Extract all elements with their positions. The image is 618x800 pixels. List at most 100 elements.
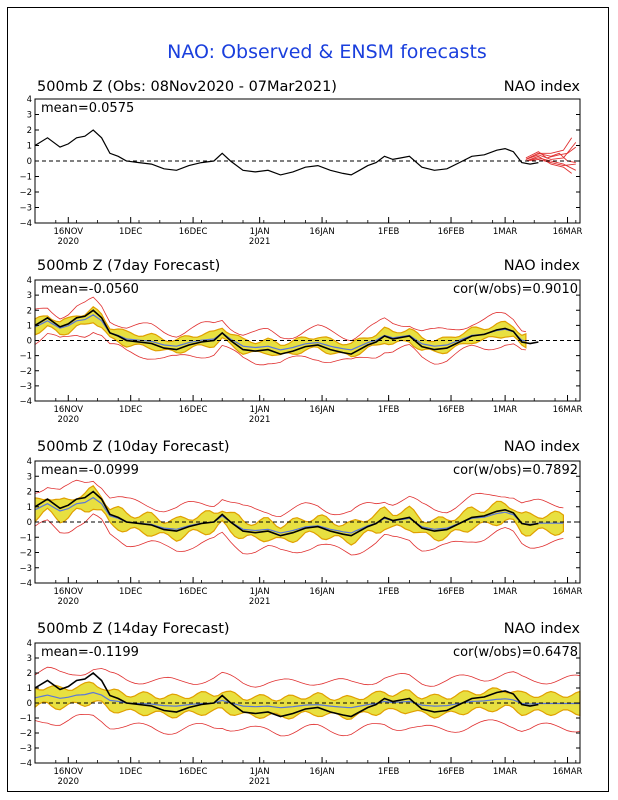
y-tick-label: 0 [27,157,32,167]
panel-title: 500mb Z (14day Forecast) [37,621,230,637]
x-tick-label: 16JAN [309,405,334,415]
x-year-label: 2020 [57,237,79,247]
panel-right-label: NAO index [504,258,581,274]
y-tick-label: 1 [27,142,32,152]
x-tick-label: 16MAR [553,767,583,777]
x-tick-label: 16MAR [553,587,583,597]
x-tick-label: 1JAN [250,405,270,415]
y-tick-label: −3 [19,382,32,392]
mean-stat: mean=-0.0560 [41,282,139,297]
x-year-label: 2021 [249,777,271,787]
ensemble-upper-line [34,296,526,342]
x-tick-label: 1FEB [378,767,400,777]
x-year-label: 2021 [249,597,271,607]
x-tick-label: 16JAN [309,767,334,777]
y-tick-label: −1 [19,173,32,183]
member-forecast-line [525,158,576,167]
member-forecast-line [525,146,577,159]
y-tick-label: 2 [27,669,32,679]
x-tick-label: 16NOV [54,587,84,597]
panel-title: 500mb Z (10day Forecast) [37,439,230,455]
y-tick-label: 3 [27,111,32,121]
x-year-label: 2021 [249,415,271,425]
mean-stat: mean=0.0575 [41,101,134,116]
panel-right-label: NAO index [504,79,581,95]
observed-nao-line [34,309,539,355]
y-tick-label: −2 [19,367,32,377]
y-tick-label: −3 [19,744,32,754]
ensemble-spread-band [34,306,527,358]
y-tick-label: 1 [27,503,32,513]
x-tick-label: 1JAN [250,767,270,777]
x-tick-label: 1MAR [493,587,518,597]
observed-nao-line [34,129,539,176]
y-tick-label: 2 [27,126,32,136]
ensemble-lower-line [34,513,564,556]
panel-title: 500mb Z (Obs: 08Nov2020 - 07Mar2021) [37,79,337,95]
x-year-label: 2020 [57,777,79,787]
y-tick-label: −1 [19,533,32,543]
member-forecast-line [525,157,577,171]
x-tick-label: 16JAN [309,587,334,597]
x-tick-label: 16DEC [179,405,208,415]
y-tick-label: −2 [19,549,32,559]
x-tick-label: 16FEB [438,227,465,237]
x-tick-label: 16FEB [438,587,465,597]
x-tick-label: 1JAN [250,227,270,237]
mean-stat: mean=-0.0999 [41,463,139,478]
mean-stat: mean=-0.1199 [41,645,139,660]
x-tick-label: 1DEC [119,587,142,597]
ensemble-upper-line [34,479,564,518]
y-tick-label: −1 [19,714,32,724]
x-tick-label: 16DEC [179,587,208,597]
y-tick-label: 1 [27,684,32,694]
y-tick-label: 0 [27,518,32,528]
panel-right-label: NAO index [504,439,581,455]
x-tick-label: 1DEC [119,227,142,237]
correlation-stat: cor(w/obs)=0.6478 [453,645,578,660]
panel-10day: 500mb Z (10day Forecast) NAO index 4 3 2 1 0… [19,439,582,607]
y-tick-label: 4 [27,457,32,467]
member-forecast-line [525,137,573,160]
x-tick-label: 16DEC [179,767,208,777]
correlation-stat: cor(w/obs)=0.9010 [453,282,578,297]
x-tick-label: 1DEC [119,405,142,415]
ensemble-lower-line [34,332,526,366]
x-tick-label: 1MAR [493,405,518,415]
y-tick-label: −2 [19,188,32,198]
panel-right-label: NAO index [504,621,581,637]
x-tick-label: 1FEB [378,227,400,237]
y-tick-label: −4 [19,579,32,589]
y-tick-label: 1 [27,321,32,331]
member-forecast-line [525,142,577,160]
x-tick-label: 16NOV [54,767,84,777]
x-tick-label: 1FEB [378,405,400,415]
x-tick-label: 16FEB [438,767,465,777]
x-tick-label: 16NOV [54,405,84,415]
y-tick-label: −2 [19,729,32,739]
y-tick-label: 3 [27,291,32,301]
x-tick-label: 1JAN [250,587,270,597]
y-tick-label: −1 [19,352,32,362]
y-tick-label: 4 [27,276,32,286]
x-tick-label: 1MAR [493,227,518,237]
x-tick-label: 16JAN [309,227,334,237]
y-tick-label: 0 [27,699,32,709]
x-tick-label: 1MAR [493,767,518,777]
x-year-label: 2020 [57,597,79,607]
panel-7day: 500mb Z (7day Forecast) NAO index 4 3 2 1 0 −… [19,258,582,425]
x-tick-label: 16DEC [179,227,208,237]
x-tick-label: 16MAR [553,227,583,237]
x-tick-label: 16MAR [553,405,583,415]
y-tick-label: −3 [19,564,32,574]
x-tick-label: 16NOV [54,227,84,237]
observed-nao-line [34,671,539,718]
x-year-label: 2020 [57,415,79,425]
y-tick-label: −4 [19,219,32,229]
y-tick-label: 3 [27,654,32,664]
panel-14day: 500mb Z (14day Forecast) NAO index 4 3 2 1 0… [19,621,582,787]
observed-nao-line [34,490,539,537]
figure-frame [7,7,609,792]
y-tick-label: 0 [27,337,32,347]
